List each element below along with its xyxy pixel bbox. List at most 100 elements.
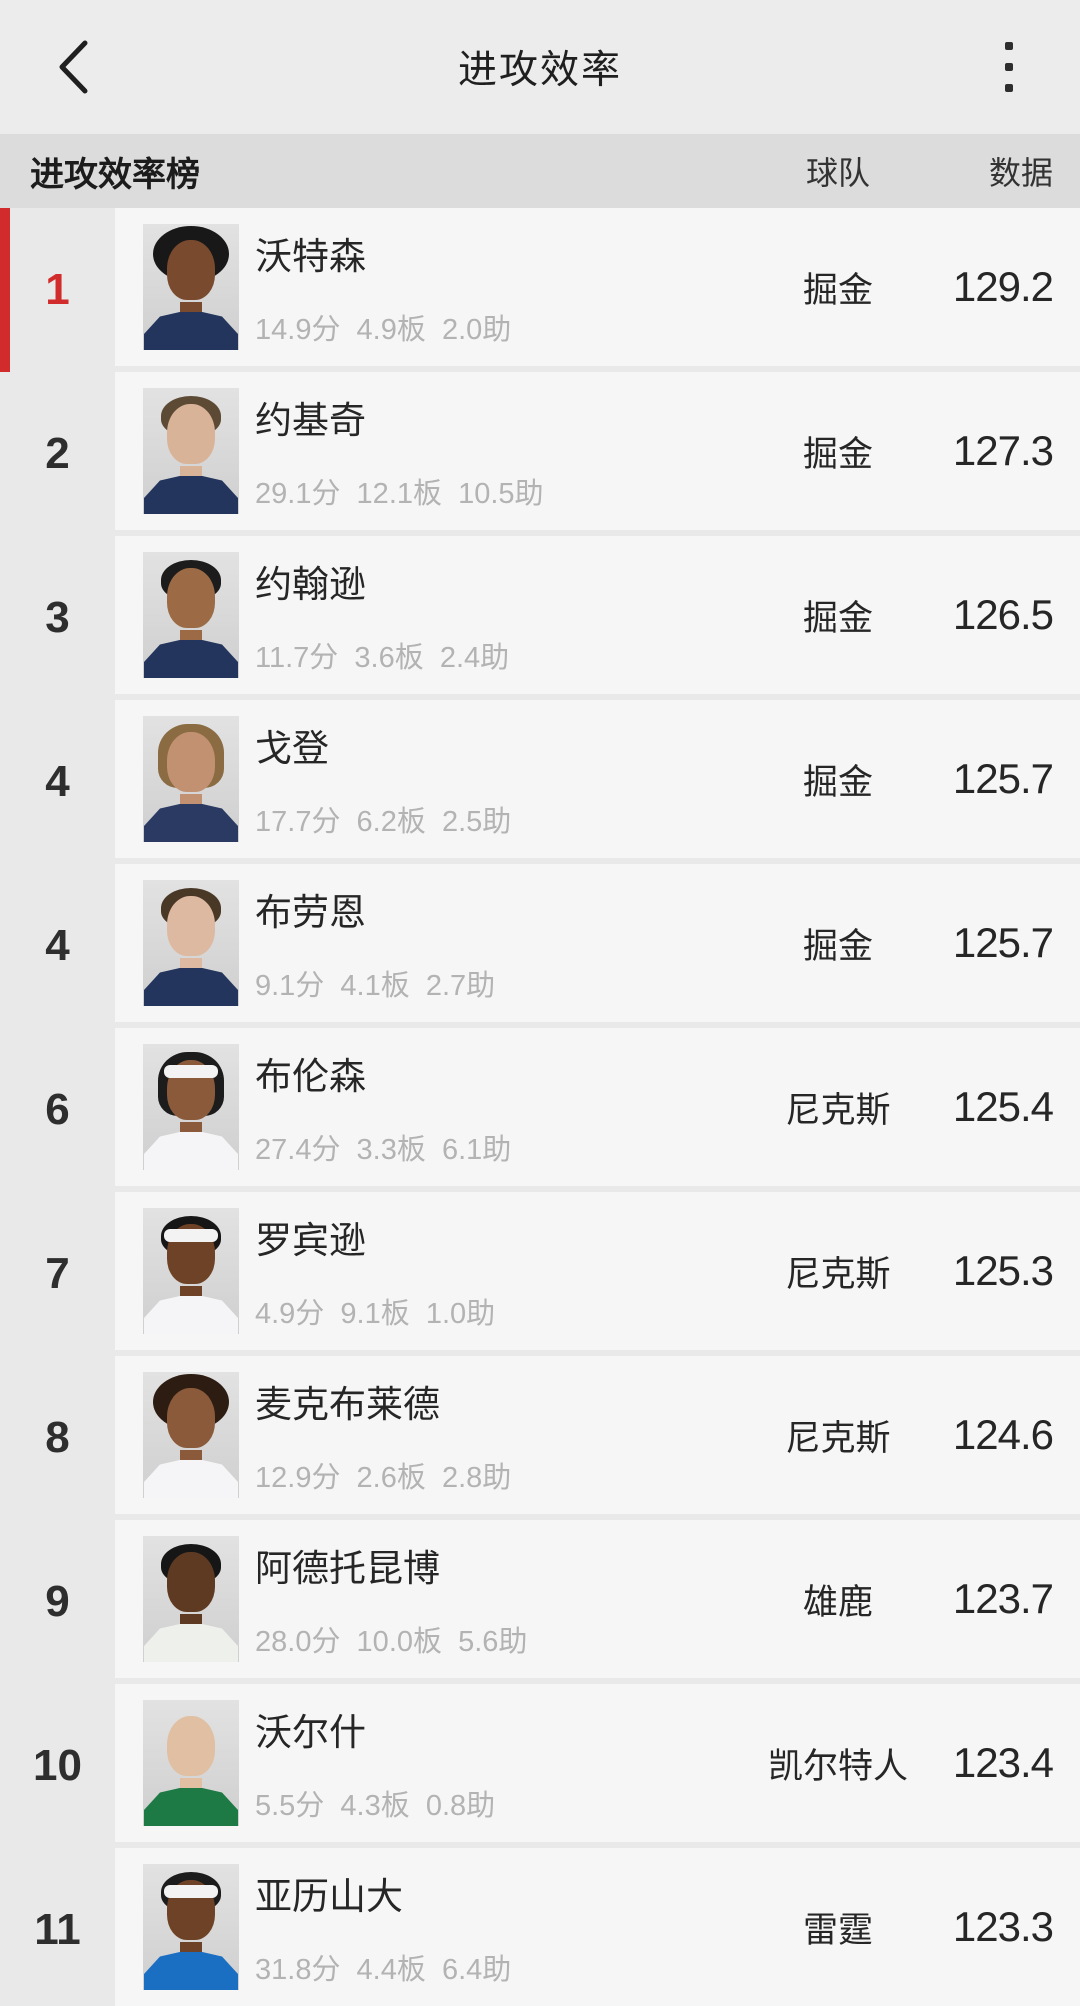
- player-stats: 14.9分 4.9板 2.0助: [255, 314, 512, 346]
- avatar-jersey: [144, 1788, 238, 1826]
- rank-indicator-bar: [0, 1028, 10, 1192]
- avatar-head: [164, 1060, 218, 1120]
- board-title: 进攻效率榜: [30, 155, 200, 194]
- player-stats: 11.7分 3.6板 2.4助: [255, 642, 510, 674]
- rank-indicator-bar: [0, 208, 10, 372]
- leaderboard: 1 沃特森 14.9分 4.9板 2.0助 掘金 129.2 2: [0, 208, 1080, 2006]
- avatar-jersey: [144, 804, 238, 842]
- rank-number: 7: [0, 1192, 115, 1356]
- player-stats: 12.9分 2.6板 2.8助: [255, 1462, 512, 1494]
- rank-indicator-bar: [0, 1520, 10, 1684]
- player-name: 戈登: [255, 728, 329, 769]
- player-team: 尼克斯: [785, 1418, 891, 1458]
- efficiency-value: 127.3: [952, 427, 1054, 474]
- player-team: 尼克斯: [785, 1254, 891, 1294]
- efficiency-value: 123.7: [952, 1575, 1054, 1622]
- rank-number: 9: [0, 1520, 115, 1684]
- player-stats: 5.5分 4.3板 0.8助: [255, 1790, 496, 1822]
- efficiency-value: 123.4: [952, 1739, 1054, 1786]
- player-card[interactable]: 布伦森 27.4分 3.3板 6.1助 尼克斯 125.4: [115, 1028, 1080, 1186]
- rank-number: 10: [0, 1684, 115, 1848]
- kebab-dot-icon: [1005, 63, 1013, 71]
- player-row[interactable]: 8 麦克布莱德 12.9分 2.6板 2.8助 尼克斯 124.6: [0, 1356, 1080, 1520]
- avatar-jersey: [144, 1132, 238, 1170]
- player-row[interactable]: 9 阿德托昆博 28.0分 10.0板 5.6助 雄鹿 123.7: [0, 1520, 1080, 1684]
- player-row[interactable]: 10 沃尔什 5.5分 4.3板 0.8助 凯尔特人 123.4: [0, 1684, 1080, 1848]
- player-row[interactable]: 11 亚历山大 31.8分 4.4板 6.4助 雷霆 123.3: [0, 1848, 1080, 2006]
- player-team: 掘金: [802, 926, 873, 966]
- player-row[interactable]: 1 沃特森 14.9分 4.9板 2.0助 掘金 129.2: [0, 208, 1080, 372]
- player-card[interactable]: 布劳恩 9.1分 4.1板 2.7助 掘金 125.7: [115, 864, 1080, 1022]
- player-team: 尼克斯: [785, 1090, 891, 1130]
- rank-number: 2: [0, 372, 115, 536]
- player-row[interactable]: 2 约基奇 29.1分 12.1板 10.5助 掘金 127.3: [0, 372, 1080, 536]
- player-photo: [143, 1208, 239, 1334]
- avatar-jersey: [144, 968, 238, 1006]
- player-team: 雄鹿: [802, 1582, 873, 1622]
- efficiency-value: 124.6: [952, 1411, 1054, 1458]
- player-stats: 4.9分 9.1板 1.0助: [255, 1298, 496, 1330]
- player-row[interactable]: 6 布伦森 27.4分 3.3板 6.1助 尼克斯 125.4: [0, 1028, 1080, 1192]
- player-team: 掘金: [802, 598, 873, 638]
- player-photo: [143, 1372, 239, 1498]
- player-photo: [143, 388, 239, 514]
- player-info: 约基奇 29.1分 12.1板 10.5助: [255, 390, 763, 512]
- player-card[interactable]: 麦克布莱德 12.9分 2.6板 2.8助 尼克斯 124.6: [115, 1356, 1080, 1514]
- kebab-menu-button[interactable]: [974, 0, 1044, 134]
- efficiency-value: 125.3: [952, 1247, 1054, 1294]
- page-title: 进攻效率: [457, 49, 622, 92]
- avatar-head: [164, 1880, 218, 1940]
- player-name: 沃尔什: [255, 1712, 366, 1753]
- efficiency-value: 129.2: [952, 263, 1054, 310]
- table-header: 进攻效率榜 球队 数据: [0, 134, 1080, 208]
- player-card[interactable]: 约基奇 29.1分 12.1板 10.5助 掘金 127.3: [115, 372, 1080, 530]
- player-stats: 9.1分 4.1板 2.7助: [255, 970, 496, 1002]
- player-card[interactable]: 沃尔什 5.5分 4.3板 0.8助 凯尔特人 123.4: [115, 1684, 1080, 1842]
- back-button[interactable]: [28, 0, 118, 134]
- player-name: 阿德托昆博: [255, 1548, 440, 1589]
- player-photo: [143, 1536, 239, 1662]
- kebab-dot-icon: [1005, 42, 1013, 50]
- player-name: 布伦森: [255, 1056, 366, 1097]
- player-row[interactable]: 7 罗宾逊 4.9分 9.1板 1.0助 尼克斯 125.3: [0, 1192, 1080, 1356]
- avatar-jersey: [144, 640, 238, 678]
- avatar-head: [167, 1716, 215, 1776]
- player-info: 约翰逊 11.7分 3.6板 2.4助: [255, 554, 763, 676]
- player-info: 布伦森 27.4分 3.3板 6.1助: [255, 1046, 763, 1168]
- efficiency-value: 126.5: [952, 591, 1054, 638]
- player-card[interactable]: 戈登 17.7分 6.2板 2.5助 掘金 125.7: [115, 700, 1080, 858]
- player-card[interactable]: 阿德托昆博 28.0分 10.0板 5.6助 雄鹿 123.7: [115, 1520, 1080, 1678]
- player-info: 麦克布莱德 12.9分 2.6板 2.8助: [255, 1374, 763, 1496]
- player-name: 布劳恩: [255, 892, 366, 933]
- rank-indicator-bar: [0, 864, 10, 1028]
- rank-number: 6: [0, 1028, 115, 1192]
- player-row[interactable]: 4 布劳恩 9.1分 4.1板 2.7助 掘金 125.7: [0, 864, 1080, 1028]
- rank-number: 4: [0, 864, 115, 1028]
- player-info: 阿德托昆博 28.0分 10.0板 5.6助: [255, 1538, 763, 1660]
- player-team: 掘金: [802, 434, 873, 474]
- player-card[interactable]: 亚历山大 31.8分 4.4板 6.4助 雷霆 123.3: [115, 1848, 1080, 2006]
- rank-indicator-bar: [0, 372, 10, 536]
- rank-number: 11: [0, 1848, 115, 2006]
- player-card[interactable]: 罗宾逊 4.9分 9.1板 1.0助 尼克斯 125.3: [115, 1192, 1080, 1350]
- efficiency-value: 123.3: [952, 1903, 1054, 1950]
- player-photo: [143, 1700, 239, 1826]
- player-info: 戈登 17.7分 6.2板 2.5助: [255, 718, 763, 840]
- avatar-head: [167, 732, 215, 792]
- player-row[interactable]: 3 约翰逊 11.7分 3.6板 2.4助 掘金 126.5: [0, 536, 1080, 700]
- avatar-head: [164, 1224, 218, 1284]
- player-stats: 27.4分 3.3板 6.1助: [255, 1134, 512, 1166]
- efficiency-value: 125.4: [952, 1083, 1054, 1130]
- player-row[interactable]: 4 戈登 17.7分 6.2板 2.5助 掘金 125.7: [0, 700, 1080, 864]
- rank-number: 3: [0, 536, 115, 700]
- player-card[interactable]: 约翰逊 11.7分 3.6板 2.4助 掘金 126.5: [115, 536, 1080, 694]
- rank-indicator-bar: [0, 1684, 10, 1848]
- player-card[interactable]: 沃特森 14.9分 4.9板 2.0助 掘金 129.2: [115, 208, 1080, 366]
- player-info: 布劳恩 9.1分 4.1板 2.7助: [255, 882, 763, 1004]
- avatar-head: [167, 404, 215, 464]
- player-name: 约基奇: [255, 400, 366, 441]
- player-info: 沃特森 14.9分 4.9板 2.0助: [255, 226, 763, 348]
- avatar-head: [167, 1552, 215, 1612]
- rank-indicator-bar: [0, 1356, 10, 1520]
